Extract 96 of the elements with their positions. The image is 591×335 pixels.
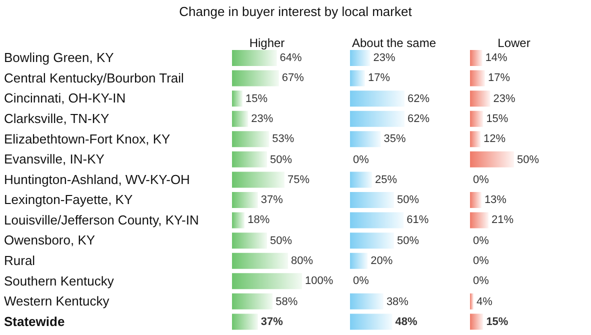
data-label: 50% bbox=[397, 193, 420, 208]
data-label: 62% bbox=[408, 112, 430, 126]
x-axis-title: About the same bbox=[350, 36, 438, 50]
bar bbox=[232, 70, 279, 86]
data-label: 15% bbox=[246, 92, 268, 106]
bar bbox=[232, 110, 248, 127]
data-label: 100% bbox=[305, 274, 334, 288]
y-tick-label: Statewide bbox=[4, 314, 65, 329]
bar bbox=[470, 50, 482, 66]
data-label: 17% bbox=[368, 71, 390, 86]
bar bbox=[232, 273, 302, 290]
bar bbox=[350, 70, 365, 86]
bar bbox=[350, 252, 368, 269]
data-label: 17% bbox=[488, 71, 510, 86]
bar bbox=[350, 50, 370, 66]
data-label: 14% bbox=[485, 51, 508, 66]
data-label: 23% bbox=[251, 112, 274, 126]
bar bbox=[232, 192, 258, 208]
data-label: 0% bbox=[473, 234, 489, 248]
data-label: 64% bbox=[280, 51, 302, 66]
y-tick-label: Bowling Green, KY bbox=[4, 50, 114, 66]
bar bbox=[350, 110, 405, 127]
data-label: 0% bbox=[353, 274, 369, 288]
data-label: 4% bbox=[476, 294, 492, 309]
bar bbox=[350, 192, 394, 208]
data-label: 58% bbox=[276, 294, 298, 309]
bar bbox=[232, 131, 270, 148]
bar bbox=[470, 70, 485, 86]
data-label: 50% bbox=[397, 234, 420, 248]
data-label: 53% bbox=[272, 132, 294, 146]
bar bbox=[350, 90, 405, 107]
data-label: 25% bbox=[375, 172, 398, 187]
data-label: 12% bbox=[484, 132, 506, 146]
data-label: 13% bbox=[484, 193, 506, 208]
bar bbox=[350, 232, 394, 249]
bar bbox=[232, 293, 273, 310]
y-tick-label: Elizabethtown-Fort Knox, KY bbox=[4, 131, 171, 146]
x-axis-title: Lower bbox=[496, 36, 532, 50]
bar bbox=[470, 151, 514, 168]
bar bbox=[350, 212, 404, 228]
bar bbox=[232, 90, 242, 107]
bar bbox=[232, 212, 245, 228]
y-tick-label: Louisville/Jefferson County, KY-IN bbox=[4, 212, 199, 228]
y-tick-label: Evansville, IN-KY bbox=[4, 152, 105, 167]
bar bbox=[470, 110, 484, 127]
data-label: 21% bbox=[491, 213, 514, 228]
data-label: 23% bbox=[493, 92, 516, 106]
data-label: 61% bbox=[406, 213, 429, 228]
bar bbox=[470, 293, 474, 310]
data-label: 15% bbox=[486, 112, 508, 126]
bar bbox=[232, 314, 258, 330]
y-tick-label: Lexington-Fayette, KY bbox=[4, 192, 133, 208]
data-label: 80% bbox=[291, 254, 314, 268]
bar bbox=[470, 212, 488, 228]
data-label: 0% bbox=[473, 274, 489, 288]
bar bbox=[470, 90, 490, 107]
data-label: 37% bbox=[260, 193, 283, 208]
data-label: 75% bbox=[288, 172, 310, 187]
data-label: 50% bbox=[517, 152, 540, 167]
y-tick-label: Rural bbox=[4, 253, 36, 268]
bar bbox=[232, 151, 267, 168]
bar bbox=[350, 314, 392, 330]
bar bbox=[232, 232, 267, 249]
y-tick-label: Huntington-Ashland, WV-KY-OH bbox=[4, 172, 190, 187]
data-label: 20% bbox=[370, 254, 393, 268]
bar bbox=[232, 252, 288, 269]
bar bbox=[470, 314, 484, 330]
chart-title: Change in buyer interest by local market bbox=[178, 4, 413, 19]
y-tick-label: Clarksville, TN-KY bbox=[4, 111, 110, 126]
y-tick-label: Cincinnati, OH-KY-IN bbox=[4, 90, 126, 106]
data-label: 23% bbox=[373, 51, 396, 66]
data-label: 62% bbox=[408, 92, 430, 106]
data-label: 35% bbox=[384, 132, 406, 146]
y-tick-label: Central Kentucky/Bourbon Trail bbox=[4, 70, 184, 86]
y-tick-label: Owensboro, KY bbox=[4, 232, 96, 248]
bar bbox=[232, 50, 277, 66]
data-label: 0% bbox=[473, 172, 489, 187]
data-label: 38% bbox=[386, 294, 408, 309]
data-label: 18% bbox=[248, 213, 270, 228]
data-label: 15% bbox=[486, 314, 508, 329]
data-label: 0% bbox=[353, 152, 369, 167]
data-label: 0% bbox=[473, 254, 489, 268]
y-tick-label: Southern Kentucky bbox=[4, 273, 114, 288]
data-label: 50% bbox=[270, 152, 292, 167]
bar bbox=[470, 192, 482, 208]
bar bbox=[350, 131, 381, 148]
bar bbox=[470, 131, 481, 148]
data-label: 48% bbox=[395, 314, 418, 329]
data-label: 50% bbox=[270, 234, 292, 248]
x-axis-title: Higher bbox=[248, 36, 286, 50]
data-label: 67% bbox=[282, 71, 304, 86]
bar bbox=[350, 293, 384, 310]
bar bbox=[350, 172, 372, 188]
y-tick-label: Western Kentucky bbox=[4, 294, 110, 309]
bar bbox=[232, 172, 284, 188]
data-label: 37% bbox=[260, 314, 283, 329]
